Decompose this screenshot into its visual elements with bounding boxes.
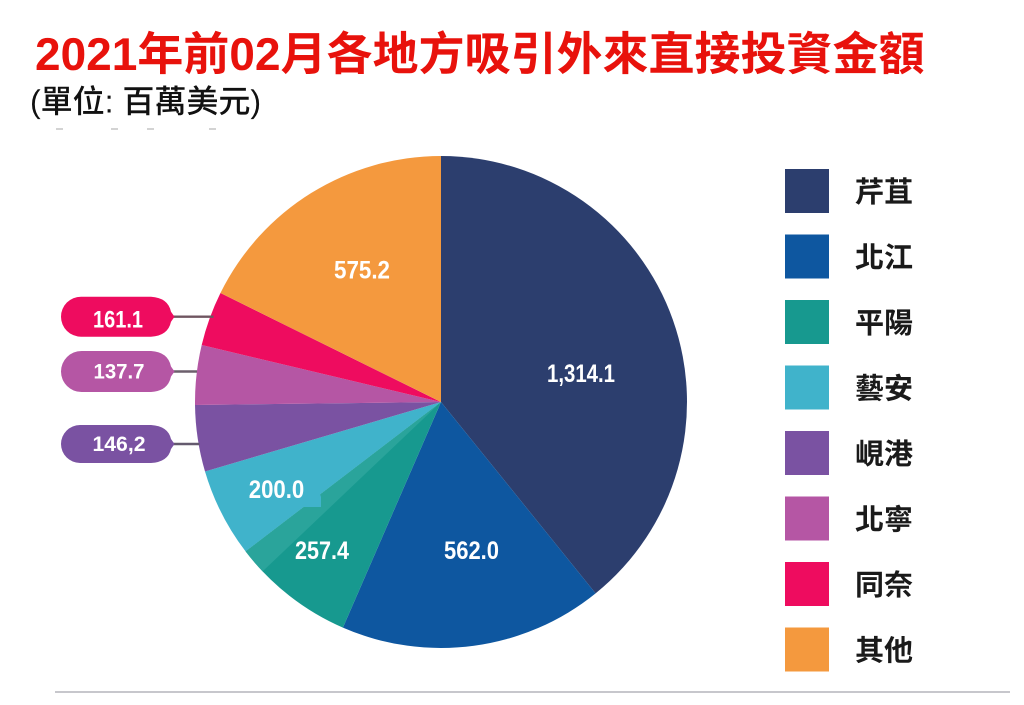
svg-text:146,2: 146,2	[93, 433, 146, 456]
svg-text:161.1: 161.1	[93, 307, 143, 334]
svg-text:200.0: 200.0	[249, 476, 305, 504]
svg-text:562.0: 562.0	[444, 537, 499, 565]
svg-text:257.4: 257.4	[295, 537, 349, 565]
svg-text:575.2: 575.2	[334, 256, 390, 284]
svg-text:137.7: 137.7	[94, 361, 145, 384]
svg-text:1,314.1: 1,314.1	[547, 360, 615, 388]
